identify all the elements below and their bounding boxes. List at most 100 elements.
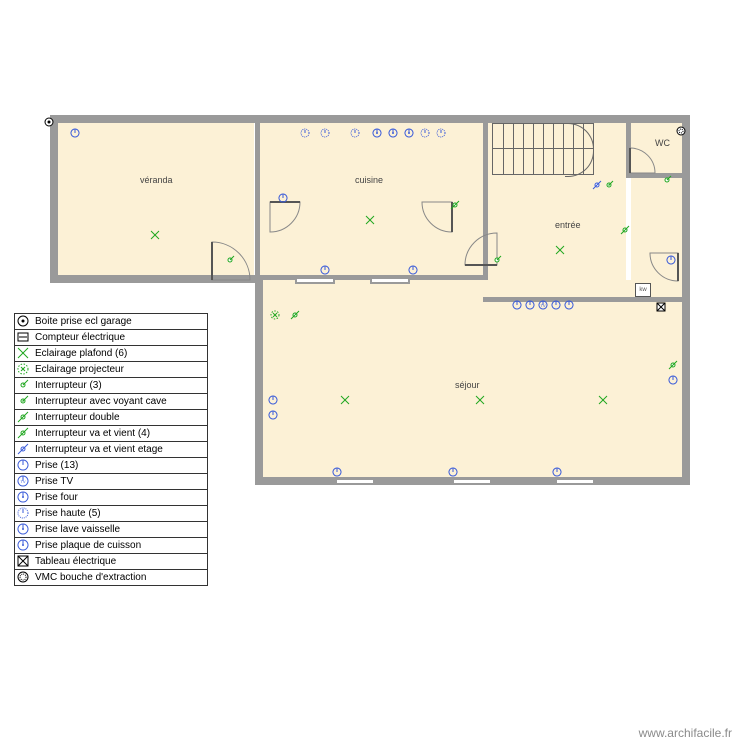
legend-label: VMC bouche d'extraction <box>35 572 146 583</box>
boite-icon <box>17 315 31 327</box>
symbol-plafond <box>340 395 350 405</box>
symbol-inter <box>225 255 235 265</box>
wall-ver-cui <box>255 115 260 280</box>
symbol-prise_lv <box>388 128 398 138</box>
legend-label: Eclairage plafond (6) <box>35 348 127 359</box>
symbol-inter_voy <box>604 180 614 190</box>
symbol-projecteur <box>270 310 280 320</box>
symbol-prise <box>525 300 535 310</box>
legend-row: Prise lave vaisselle <box>15 522 207 538</box>
wall-bottom-left <box>50 275 260 283</box>
legend-row: Eclairage projecteur <box>15 362 207 378</box>
plafond-icon <box>17 347 31 359</box>
symbol-plafond <box>598 395 608 405</box>
legend-label: Prise plaque de cuisson <box>35 540 141 551</box>
tableau-icon <box>17 555 31 567</box>
legend-row: Prise (13) <box>15 458 207 474</box>
window <box>370 277 410 284</box>
symbol-prise_four <box>404 128 414 138</box>
symbol-prise_h <box>436 128 446 138</box>
legend-row: Interrupteur va et vient etage <box>15 442 207 458</box>
symbol-prise <box>268 395 278 405</box>
legend-label: Compteur électrique <box>35 332 125 343</box>
symbol-prise_pc <box>372 128 382 138</box>
legend-row: Interrupteur double <box>15 410 207 426</box>
window <box>295 277 335 284</box>
prise_four-icon <box>17 491 31 503</box>
inter_voy-icon <box>17 395 31 407</box>
legend-label: Prise (13) <box>35 460 78 471</box>
window <box>452 478 492 485</box>
room-cuisine <box>260 123 483 275</box>
window <box>335 478 375 485</box>
symbol-inter_vv <box>450 200 460 210</box>
symbol-prise_h <box>420 128 430 138</box>
electric-meter: kw <box>635 283 651 297</box>
symbol-prise <box>564 300 574 310</box>
symbol-prise_h <box>350 128 360 138</box>
prise_h-icon <box>17 507 31 519</box>
symbol-prise <box>512 300 522 310</box>
symbol-inter_vv_et <box>592 180 602 190</box>
legend-row: Interrupteur va et vient (4) <box>15 426 207 442</box>
wall-top <box>50 115 690 123</box>
legend-row: Tableau électrique <box>15 554 207 570</box>
legend-label: Interrupteur (3) <box>35 380 102 391</box>
legend-box: Boite prise ecl garageCompteur électriqu… <box>14 313 208 586</box>
symbol-inter <box>492 255 502 265</box>
symbol-prise <box>268 410 278 420</box>
legend-label: Interrupteur va et vient etage <box>35 444 163 455</box>
symbol-prise_h <box>300 128 310 138</box>
symbol-prise <box>408 265 418 275</box>
wall-cui-ent <box>483 115 488 280</box>
floorplan-canvas: kw véranda cuisine entrée WC séjour Boit… <box>0 0 750 750</box>
symbol-prise <box>278 193 288 203</box>
label-veranda: véranda <box>140 175 173 185</box>
inter_vv-icon <box>17 427 31 439</box>
room-sejour <box>260 280 682 477</box>
compteur-icon <box>17 331 31 343</box>
symbol-prise_tv: TV <box>538 300 548 310</box>
legend-row: Interrupteur (3) <box>15 378 207 394</box>
symbol-plafond <box>475 395 485 405</box>
legend-label: Eclairage projecteur <box>35 364 124 375</box>
symbol-inter_vv <box>620 225 630 235</box>
room-veranda <box>58 123 254 275</box>
legend-label: Interrupteur va et vient (4) <box>35 428 150 439</box>
prise-icon <box>17 459 31 471</box>
symbol-prise <box>551 300 561 310</box>
legend-label: Interrupteur double <box>35 412 120 423</box>
legend-row: Prise plaque de cuisson <box>15 538 207 554</box>
inter_vv_et-icon <box>17 443 31 455</box>
symbol-prise <box>552 467 562 477</box>
prise_lv-icon <box>17 523 31 535</box>
symbol-prise <box>70 128 80 138</box>
svg-text:TV: TV <box>540 303 545 308</box>
symbol-inter <box>662 175 672 185</box>
legend-label: Interrupteur avec voyant cave <box>35 396 167 407</box>
legend-label: Prise haute (5) <box>35 508 101 519</box>
symbol-plafond <box>365 215 375 225</box>
symbol-plafond <box>555 245 565 255</box>
room-wc <box>631 123 682 173</box>
projecteur-icon <box>17 363 31 375</box>
vmc-icon <box>17 571 31 583</box>
svg-text:TV: TV <box>20 479 25 484</box>
symbol-inter_dbl <box>290 310 300 320</box>
symbol-prise <box>332 467 342 477</box>
prise_tv-icon: TV <box>17 475 31 487</box>
inter_dbl-icon <box>17 411 31 423</box>
legend-row: Prise four <box>15 490 207 506</box>
wall-sejour-left <box>255 275 263 485</box>
symbol-inter_vv <box>668 360 678 370</box>
legend-row: Prise haute (5) <box>15 506 207 522</box>
symbol-prise <box>668 375 678 385</box>
legend-label: Prise lave vaisselle <box>35 524 120 535</box>
label-entree: entrée <box>555 220 581 230</box>
legend-label: Tableau électrique <box>35 556 116 567</box>
symbol-plafond <box>150 230 160 240</box>
symbol-vmc <box>676 126 686 136</box>
label-sejour: séjour <box>455 380 480 390</box>
wall-wc-left <box>626 115 631 175</box>
legend-row: Compteur électrique <box>15 330 207 346</box>
